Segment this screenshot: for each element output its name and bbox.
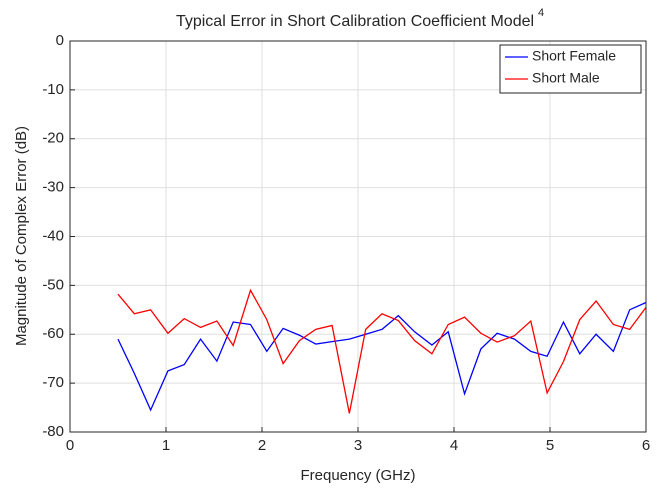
y-tick-label: 0	[56, 32, 64, 49]
y-tick-label: -60	[42, 325, 64, 342]
x-tick-label: 0	[66, 437, 74, 454]
legend: Short Female Short Male	[499, 44, 642, 94]
title-superscript: 4	[538, 7, 544, 19]
y-tick-label: -20	[42, 130, 64, 147]
legend-label: Short Female	[532, 48, 616, 64]
chart-title: Typical Error in Short Calibration Coeff…	[176, 13, 534, 30]
x-tick-label: 4	[450, 437, 458, 454]
y-tick-label: -40	[42, 227, 64, 244]
x-tick-label: 3	[354, 437, 362, 454]
y-tick-label: -30	[42, 179, 64, 196]
plot-frame	[69, 40, 647, 433]
x-axis-label: Frequency (GHz)	[300, 467, 415, 484]
y-tick-label: -80	[42, 423, 64, 440]
legend-box	[499, 44, 642, 94]
y-tick-label: -50	[42, 276, 64, 293]
x-tick-label: 6	[642, 437, 650, 454]
legend-label: Short Male	[532, 70, 600, 86]
y-axis-label: Magnitude of Complex Error (dB)	[13, 126, 30, 346]
x-tick-label: 5	[546, 437, 554, 454]
y-tick-label: -10	[42, 81, 64, 98]
x-tick-label: 2	[258, 437, 266, 454]
x-tick-label: 1	[162, 437, 170, 454]
data-line	[117, 301, 647, 412]
data-line	[117, 288, 647, 414]
y-tick-label: -70	[42, 374, 64, 391]
